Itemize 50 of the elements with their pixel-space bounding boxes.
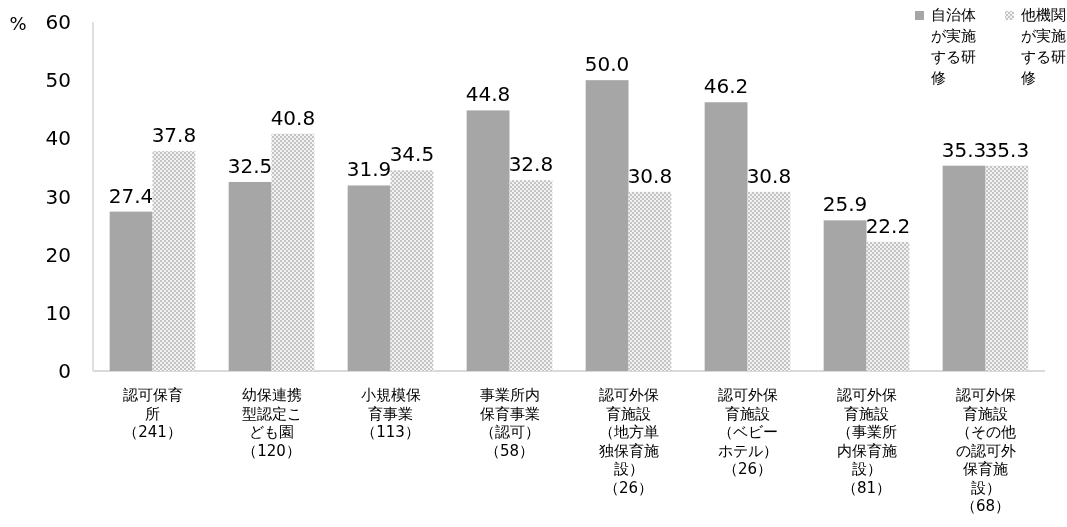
y-tick-label: 0	[58, 359, 71, 383]
bar	[509, 180, 553, 371]
y-tick-label: 60	[45, 10, 71, 34]
data-label: 22.2	[865, 213, 911, 238]
y-tick-label: 40	[45, 126, 71, 151]
x-tick-label: 認可外保育施設（ベビーホテル）（26）	[716, 386, 779, 479]
data-label: 30.8	[627, 163, 673, 188]
data-label: 44.8	[465, 82, 511, 107]
data-label: 46.2	[703, 74, 749, 99]
bar	[347, 185, 391, 371]
x-tick-label: 認可外保育施設（地方単独保育施設）（26）	[597, 386, 660, 497]
bar	[152, 151, 196, 371]
data-label: 31.9	[346, 157, 392, 182]
data-label: 25.9	[822, 192, 868, 217]
data-label: 27.4	[108, 183, 154, 208]
data-label: 40.8	[270, 105, 316, 130]
y-tick-label: 20	[45, 242, 71, 267]
x-tick-label: 幼保連携型認定こども園（120）	[240, 386, 303, 460]
data-label: 35.3	[984, 137, 1030, 162]
x-tick-label: 認可保育所（241）	[121, 386, 184, 442]
bar	[390, 170, 434, 371]
legend-label: 他機関が実施する研修	[1021, 5, 1067, 89]
x-tick-label: 事業所内保育事業（認可）（58）	[478, 386, 541, 460]
bar	[628, 191, 672, 371]
data-label: 37.8	[151, 123, 197, 148]
x-tick-label: 認可外保育施設（その他の認可外保育施設）（68）	[954, 386, 1017, 516]
bar	[942, 165, 986, 371]
bar	[985, 165, 1029, 371]
y-tick-label: 30	[45, 184, 71, 209]
bar	[866, 241, 910, 371]
data-label: 34.5	[389, 142, 435, 167]
y-tick-label: 50	[45, 68, 71, 93]
bar	[747, 191, 791, 371]
y-axis-title: %	[9, 13, 27, 34]
data-label: 50.0	[584, 52, 630, 77]
bar	[466, 110, 510, 371]
x-tick-label: 小規模保育事業（113）	[359, 386, 422, 442]
data-label: 32.8	[508, 152, 554, 177]
bar	[271, 133, 315, 371]
bar	[704, 102, 748, 371]
bar	[228, 181, 272, 371]
data-label: 30.8	[746, 163, 792, 188]
bar	[823, 220, 867, 371]
data-label: 32.5	[227, 153, 273, 178]
bar	[109, 211, 153, 371]
y-tick-label: 10	[45, 300, 71, 325]
data-label: 35.3	[941, 137, 987, 162]
bar	[585, 80, 629, 371]
legend-label: 自治体が実施する研修	[931, 5, 977, 89]
x-tick-label: 認可外保育施設（事業所内保育施設）（81）	[835, 386, 898, 497]
